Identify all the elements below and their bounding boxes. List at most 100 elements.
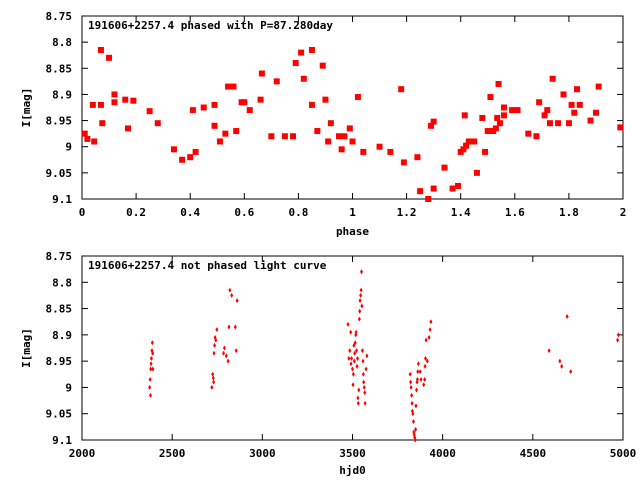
data-point [268,133,275,140]
data-point [149,366,153,372]
data-point [495,80,502,87]
y-tick-label: 8.9 [52,329,72,342]
data-point [463,142,470,149]
data-point [414,403,418,409]
data-point [414,154,421,161]
data-point [354,94,361,101]
data-point [222,350,226,356]
data-point [338,146,345,153]
data-point [560,363,564,369]
data-point [414,426,418,432]
data-point [358,308,362,314]
data-point [211,371,215,377]
data-point [422,382,426,388]
x-tick-label: 0.6 [234,206,254,219]
data-point [418,369,422,375]
data-point [410,400,414,406]
data-point [308,101,315,108]
data-point [148,377,152,383]
data-point [441,164,448,171]
data-point [211,101,218,108]
data-point [449,185,456,192]
x-axis-label: hjd0 [339,464,366,477]
data-point [111,99,118,106]
data-point [560,91,567,98]
data-point [354,329,358,335]
data-point [106,54,113,61]
data-point [356,395,360,401]
data-point [549,75,556,82]
x-tick-label: 1 [349,206,356,219]
data-point [358,298,362,304]
data-point [149,361,153,367]
data-point [359,292,363,298]
data-point [509,107,516,114]
y-tick-label: 9 [65,381,72,394]
data-point [148,384,152,390]
data-point [376,143,383,150]
data-point [212,350,216,356]
data-point [246,107,253,114]
data-point [533,133,540,140]
data-point [353,340,357,346]
data-point [357,316,361,322]
data-point [417,188,424,195]
data-point [587,117,594,124]
data-point [222,345,226,351]
data-point [365,353,369,359]
data-point [357,387,361,393]
data-point [362,379,366,385]
data-point [568,101,575,108]
data-point [425,358,429,364]
data-point [84,135,91,142]
data-point [360,303,364,309]
data-point [200,104,207,111]
data-point [514,107,521,114]
data-point [473,169,480,176]
data-point [300,75,307,82]
data-point [227,324,231,330]
y-tick-label: 8.95 [46,355,73,368]
data-point [500,112,507,119]
plot-title: 191606+2257.4 phased with P=87.280day [88,19,333,32]
data-point [149,356,153,362]
x-tick-label: 5000 [610,447,637,460]
data-point [235,298,239,304]
data-point [81,130,88,137]
data-point [349,361,353,367]
data-point [234,348,238,354]
plot-frame [81,15,624,200]
data-point [130,97,137,104]
phased-light-curve-panel: 0 0.2 0.4 0.6 0.8 1 1.2 1.4 1.6 1.8 2 8.75 8.8 8.85 8.… [20,10,626,238]
data-point [212,379,216,385]
data-point [111,91,118,98]
data-point [465,138,472,145]
y-tick-label: 9.1 [52,434,72,447]
data-point [258,70,265,77]
data-point [122,96,129,103]
plot-frame [81,255,624,441]
data-point [592,109,599,116]
data-point [616,332,620,338]
data-point [149,392,153,398]
data-point [154,120,161,127]
data-point [292,60,299,67]
data-point [423,377,427,383]
y-tick-label: 8.85 [46,303,73,316]
data-point [319,62,326,69]
x-tick-label: 1.2 [397,206,417,219]
data-point [225,83,232,90]
data-point [361,358,365,364]
data-point [546,120,553,127]
data-point [425,196,432,202]
data-point [536,99,543,106]
data-point [170,146,177,153]
data-point [241,99,248,106]
data-point [346,321,350,327]
x-tick-label: 2 [620,206,627,219]
data-point [617,124,624,131]
y-axis-label: I[mag] [20,88,33,128]
x-tick-label: 4000 [429,447,456,460]
data-point [484,128,491,135]
